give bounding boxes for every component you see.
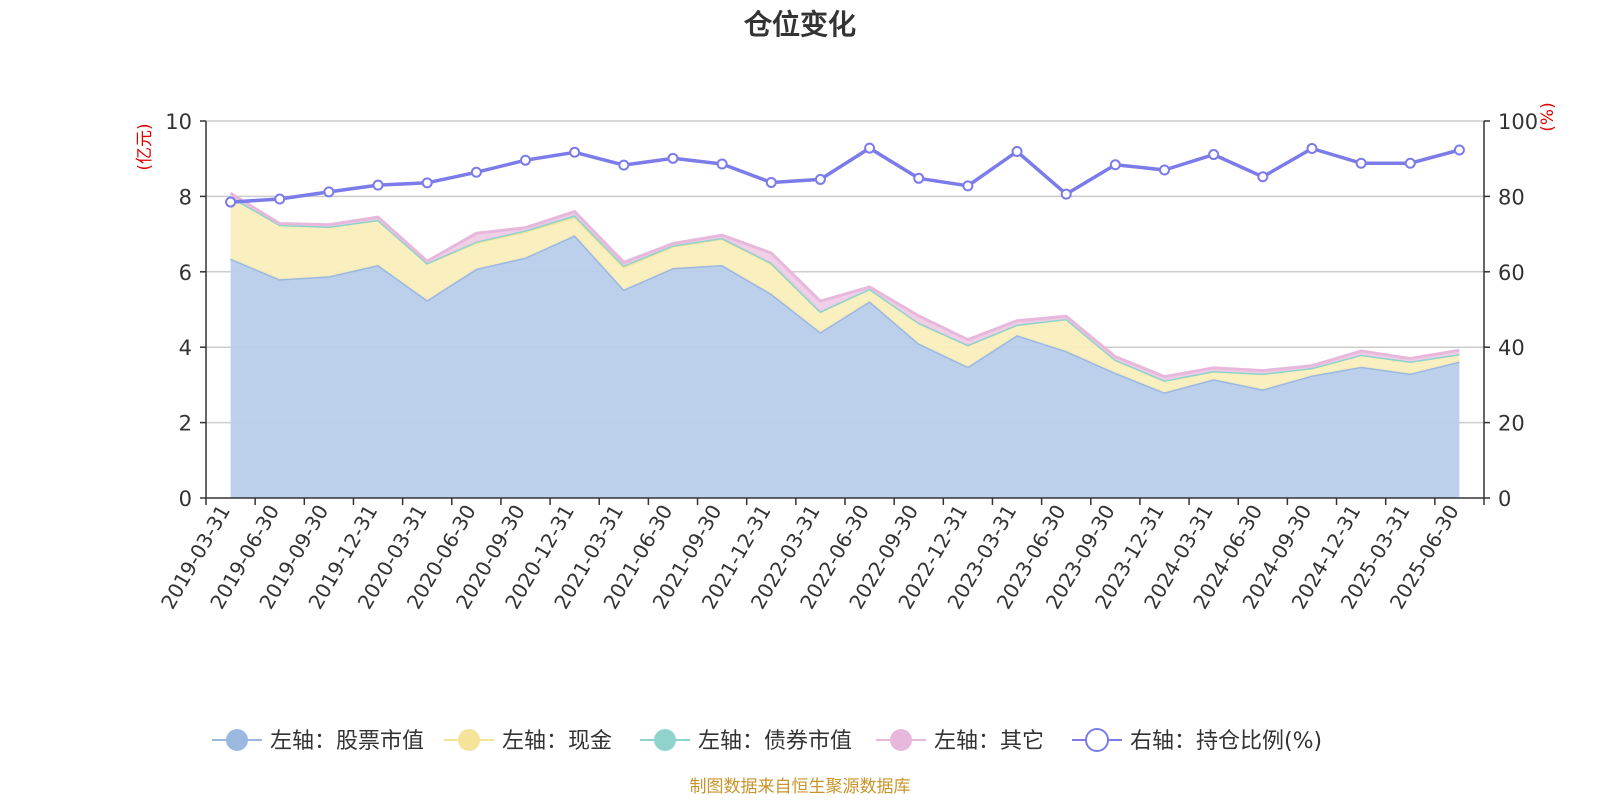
right-axis-unit: (%)	[1538, 102, 1558, 131]
legend-marker	[890, 729, 912, 751]
legend-label: 左轴：现金	[502, 729, 612, 754]
legend-label: 左轴：债券市值	[698, 729, 852, 754]
ratio-point	[470, 166, 482, 178]
ratio-point	[618, 159, 630, 171]
ratio-point	[962, 180, 974, 192]
area-0	[230, 235, 1460, 498]
data-source-note: 制图数据来自恒生聚源数据库	[690, 777, 911, 797]
ratio-point	[1404, 157, 1416, 169]
stacked-areas	[229, 192, 1460, 498]
ratio-point	[1306, 143, 1318, 155]
ratio-point	[1011, 146, 1023, 158]
left-tick-label: 2	[179, 412, 192, 436]
position-ratio-series	[225, 142, 1465, 208]
right-tick-label: 60	[1498, 261, 1525, 285]
ratio-point	[372, 179, 384, 191]
left-tick-label: 8	[179, 185, 192, 209]
left-tick-label: 6	[179, 261, 192, 285]
chart-title: 仓位变化	[744, 8, 856, 41]
ratio-line-path	[230, 146, 1460, 204]
legend-label: 右轴：持仓比例(%)	[1130, 729, 1322, 754]
ratio-point	[225, 196, 237, 208]
right-tick-label: 80	[1498, 185, 1525, 209]
ratio-point	[667, 152, 679, 164]
ratio-point	[913, 172, 925, 184]
left-tick-label: 4	[179, 336, 192, 360]
ratio-point	[569, 146, 581, 158]
ratio-point	[520, 154, 531, 166]
ratio-point	[716, 158, 728, 170]
right-tick-label: 40	[1498, 336, 1525, 360]
left-axis-unit: (亿元)	[135, 123, 155, 170]
ratio-point	[274, 193, 286, 205]
ratio-point	[1109, 159, 1121, 171]
legend-label: 左轴：股票市值	[270, 729, 424, 754]
left-tick-label: 10	[165, 110, 192, 134]
legend-marker	[1085, 728, 1109, 752]
legend-label: 左轴：其它	[934, 729, 1044, 754]
ratio-point	[765, 176, 777, 188]
ratio-point	[323, 186, 335, 198]
ratio-point	[864, 142, 876, 154]
ratio-point	[421, 177, 433, 189]
right-tick-label: 20	[1498, 412, 1525, 436]
legend-marker	[458, 729, 480, 751]
ratio-point	[1159, 164, 1170, 176]
ratio-point	[1257, 171, 1269, 183]
legend: 左轴：股票市值 左轴：现金 左轴：债券市值 左轴：其它 右轴：持仓比例(%)	[212, 728, 1322, 754]
left-tick-label: 0	[179, 487, 192, 511]
ratio-point	[1453, 144, 1465, 156]
legend-marker	[654, 729, 676, 751]
ratio-point	[1060, 188, 1072, 200]
area-1	[230, 196, 1460, 393]
right-tick-label: 0	[1498, 487, 1511, 511]
ratio-point	[814, 173, 826, 185]
legend-marker	[226, 729, 248, 751]
ratio-point	[1355, 157, 1367, 169]
area-line-3	[229, 192, 1460, 379]
ratio-point	[1208, 149, 1220, 161]
right-tick-label: 100	[1498, 110, 1538, 134]
